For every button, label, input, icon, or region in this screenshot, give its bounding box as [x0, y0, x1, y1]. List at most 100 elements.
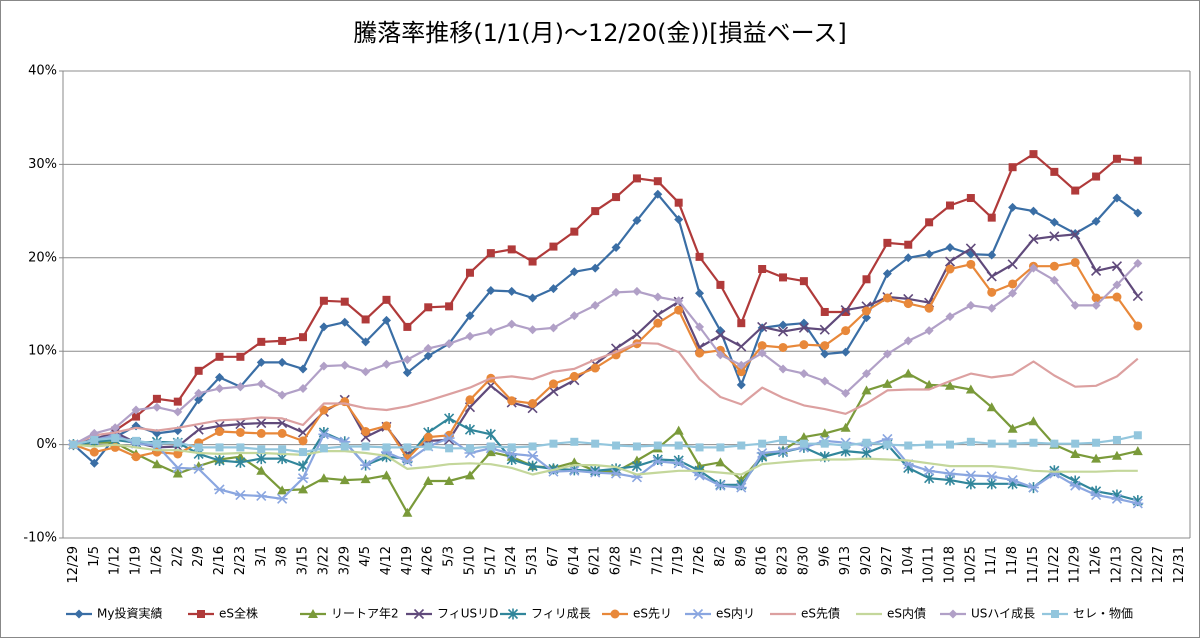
- x-tick-label: 1/19: [129, 546, 144, 575]
- marker: [194, 388, 204, 398]
- marker: [1133, 431, 1142, 440]
- marker: [152, 402, 162, 412]
- marker: [778, 364, 788, 374]
- marker: [278, 445, 287, 454]
- marker: [382, 443, 391, 452]
- marker: [966, 259, 976, 269]
- marker: [402, 368, 412, 378]
- x-tick-label: 5/31: [525, 546, 540, 575]
- marker: [652, 456, 664, 467]
- marker: [464, 470, 475, 480]
- marker: [172, 468, 183, 478]
- x-tick-label: 1/5: [87, 546, 102, 567]
- marker: [235, 418, 246, 430]
- marker: [464, 424, 476, 436]
- marker: [194, 443, 203, 452]
- marker: [820, 307, 829, 316]
- marker: [1050, 167, 1059, 176]
- marker: [735, 482, 747, 493]
- marker: [924, 379, 935, 389]
- marker: [465, 311, 475, 321]
- marker: [1070, 300, 1080, 310]
- marker: [798, 432, 809, 442]
- marker: [1112, 435, 1121, 444]
- x-tick-label: 7/26: [692, 546, 707, 575]
- marker: [799, 277, 808, 286]
- y-tick-label: 20%: [28, 250, 57, 265]
- marker: [444, 339, 454, 349]
- marker: [444, 412, 455, 424]
- marker: [528, 257, 537, 266]
- marker: [862, 438, 871, 447]
- marker: [945, 312, 955, 322]
- marker: [590, 363, 600, 373]
- x-tick-label: 12/13: [1109, 546, 1124, 583]
- marker: [214, 484, 226, 495]
- marker: [1029, 150, 1038, 159]
- marker: [924, 249, 934, 259]
- x-tick-label: 3/8: [275, 546, 290, 567]
- marker: [193, 424, 204, 435]
- marker: [381, 315, 391, 325]
- marker: [1028, 234, 1039, 245]
- marker: [424, 303, 433, 312]
- marker: [361, 427, 371, 437]
- marker: [987, 287, 997, 297]
- marker: [986, 402, 997, 412]
- marker: [255, 490, 267, 502]
- marker: [590, 263, 600, 273]
- marker: [423, 432, 433, 442]
- x-tick-label: 11/22: [1047, 546, 1062, 583]
- x-tick-label: 5/10: [462, 546, 477, 575]
- x-tick-label: 11/15: [1026, 546, 1041, 583]
- marker: [674, 215, 684, 225]
- marker: [507, 286, 517, 296]
- marker: [944, 468, 956, 479]
- marker: [674, 305, 684, 315]
- marker: [944, 256, 956, 267]
- x-tick-label: 2/9: [191, 546, 206, 567]
- marker: [132, 436, 141, 445]
- marker: [401, 456, 413, 467]
- x-tick-label: 7/5: [629, 546, 644, 567]
- marker: [611, 287, 621, 297]
- series-line: [72, 193, 1139, 465]
- x-tick-label: 4/12: [379, 546, 394, 575]
- marker: [507, 396, 517, 406]
- marker: [632, 174, 641, 183]
- marker: [611, 243, 621, 253]
- marker: [308, 609, 318, 618]
- marker: [172, 462, 184, 474]
- marker: [361, 315, 370, 324]
- marker: [465, 444, 474, 453]
- marker: [527, 460, 538, 472]
- marker: [987, 213, 996, 222]
- marker: [948, 609, 958, 619]
- marker: [777, 446, 789, 457]
- marker: [297, 460, 309, 472]
- marker: [862, 306, 872, 316]
- marker: [215, 384, 225, 394]
- marker: [465, 395, 475, 405]
- marker: [1007, 423, 1018, 433]
- x-tick-label: 3/1: [254, 546, 269, 567]
- marker: [277, 357, 287, 367]
- marker: [779, 435, 788, 444]
- marker: [1008, 279, 1018, 289]
- marker: [235, 427, 245, 437]
- marker: [674, 296, 684, 306]
- marker: [360, 460, 372, 471]
- marker: [215, 443, 224, 452]
- marker: [485, 428, 496, 440]
- marker: [674, 198, 683, 207]
- marker: [256, 357, 266, 367]
- marker: [131, 452, 141, 462]
- marker: [924, 303, 934, 313]
- marker: [632, 215, 642, 225]
- marker: [714, 480, 726, 491]
- marker: [631, 329, 643, 340]
- marker: [737, 441, 746, 450]
- marker: [277, 428, 287, 438]
- marker: [1070, 448, 1081, 458]
